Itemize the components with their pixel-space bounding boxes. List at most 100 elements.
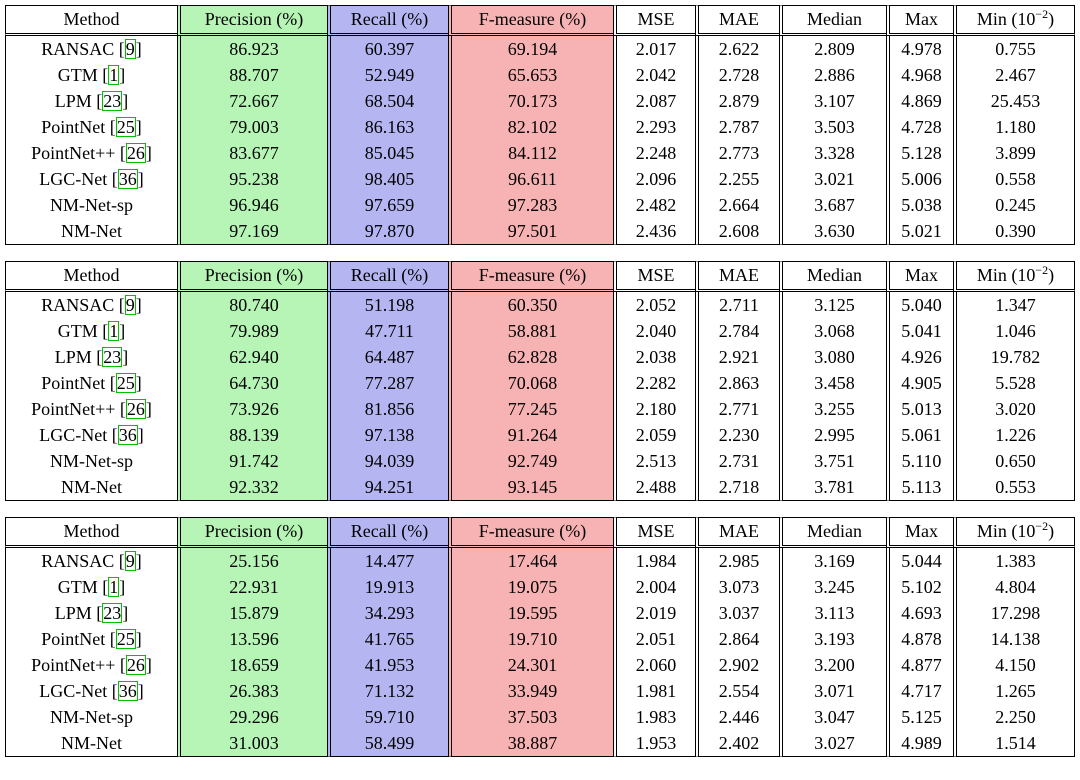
mae-cell: 3.037 [695,600,779,626]
mae-cell: 2.921 [695,344,779,370]
citation-link[interactable]: 1 [108,321,120,341]
precision-cell: 25.156 [177,548,327,574]
min-cell: 0.245 [953,192,1075,218]
max-cell: 4.978 [886,36,953,62]
citation-link[interactable]: 26 [125,143,146,163]
table-row: RANSAC [9] 80.740 51.198 60.350 2.052 2.711 3.… [5,292,1075,318]
header-precision: Precision (%) [177,5,327,36]
citation-link[interactable]: 36 [117,425,138,445]
method-cell: PointNet [25] [5,114,177,140]
header-mse: MSE [613,5,695,36]
citation-link[interactable]: 25 [115,117,136,137]
header-min-label: Min (10 [976,521,1036,541]
method-name: LGC-Net [39,425,108,445]
citation-link[interactable]: 9 [124,551,136,571]
header-min-close: ) [1048,265,1055,285]
method-cell: LPM [23] [5,344,177,370]
table-row: NM-Net-sp 29.296 59.710 37.503 1.983 2.446 3.0… [5,704,1075,730]
mae-cell: 2.879 [695,88,779,114]
header-mse: MSE [613,517,695,548]
f-measure-cell: 58.881 [448,318,613,344]
method-cell: PointNet++ [26] [5,140,177,166]
min-cell: 0.390 [953,218,1075,245]
citation-link[interactable]: 25 [115,373,136,393]
header-row: Method Precision (%) Recall (%) F-measure (… [5,261,1075,292]
table-row: PointNet [25] 64.730 77.287 70.068 2.282 2.86… [5,370,1075,396]
median-cell: 2.995 [779,422,886,448]
mse-cell: 2.436 [613,218,695,245]
mse-cell: 2.293 [613,114,695,140]
mse-cell: 2.019 [613,600,695,626]
mse-cell: 2.052 [613,292,695,318]
header-min-label: Min (10 [976,9,1036,29]
mse-cell: 2.017 [613,36,695,62]
method-cell: PointNet [25] [5,626,177,652]
f-measure-cell: 19.595 [448,600,613,626]
citation-link[interactable]: 36 [117,681,138,701]
precision-cell: 31.003 [177,730,327,757]
method-name: PointNet [41,117,106,137]
table-row: LPM [23] 62.940 64.487 62.828 2.038 2.921 3.08… [5,344,1075,370]
table-row: PointNet++ [26] 18.659 41.953 24.301 2.060 2.… [5,652,1075,678]
header-precision: Precision (%) [177,261,327,292]
mse-cell: 2.051 [613,626,695,652]
median-cell: 3.107 [779,88,886,114]
mse-cell: 2.513 [613,448,695,474]
mae-cell: 2.985 [695,548,779,574]
method-name: PointNet++ [31,143,116,163]
recall-cell: 77.287 [327,370,448,396]
method-cell: PointNet++ [26] [5,652,177,678]
header-method: Method [5,5,177,36]
median-cell: 3.068 [779,318,886,344]
min-cell: 1.046 [953,318,1075,344]
mse-cell: 1.981 [613,678,695,704]
citation-link[interactable]: 1 [108,577,120,597]
precision-cell: 92.332 [177,474,327,501]
citation-link[interactable]: 1 [108,65,120,85]
median-cell: 3.200 [779,652,886,678]
min-cell: 4.150 [953,652,1075,678]
table-row: NM-Net 92.332 94.251 93.145 2.488 2.718 3.781 5… [5,474,1075,501]
citation-link[interactable]: 23 [102,91,123,111]
max-cell: 5.044 [886,548,953,574]
mse-cell: 1.984 [613,548,695,574]
citation-link[interactable]: 26 [125,399,146,419]
mae-cell: 2.784 [695,318,779,344]
citation-link[interactable]: 25 [115,629,136,649]
header-min: Min (10−2) [953,5,1075,36]
recall-cell: 98.405 [327,166,448,192]
recall-cell: 59.710 [327,704,448,730]
citation-link[interactable]: 9 [124,295,136,315]
mae-cell: 2.255 [695,166,779,192]
header-median: Median [779,517,886,548]
median-cell: 3.503 [779,114,886,140]
mae-cell: 2.402 [695,730,779,757]
results-table-2: Method Precision (%) Recall (%) F-measure (… [5,261,1075,501]
f-measure-cell: 93.145 [448,474,613,501]
min-cell: 1.265 [953,678,1075,704]
recall-cell: 52.949 [327,62,448,88]
citation-link[interactable]: 26 [125,655,146,675]
header-mae: MAE [695,261,779,292]
mae-cell: 2.864 [695,626,779,652]
method-name: NM-Net [61,477,122,497]
table-row: LGC-Net [36] 26.383 71.132 33.949 1.981 2.554… [5,678,1075,704]
method-cell: GTM [1] [5,62,177,88]
results-table-1: Method Precision (%) Recall (%) F-measure (… [5,5,1075,245]
header-method: Method [5,517,177,548]
citation-link[interactable]: 36 [117,169,138,189]
min-cell: 2.467 [953,62,1075,88]
f-measure-cell: 82.102 [448,114,613,140]
citation-link[interactable]: 9 [124,39,136,59]
mse-cell: 1.953 [613,730,695,757]
f-measure-cell: 19.710 [448,626,613,652]
recall-cell: 64.487 [327,344,448,370]
median-cell: 3.071 [779,678,886,704]
header-f-measure: F-measure (%) [448,5,613,36]
header-min: Min (10−2) [953,261,1075,292]
f-measure-cell: 97.283 [448,192,613,218]
precision-cell: 26.383 [177,678,327,704]
citation-link[interactable]: 23 [102,603,123,623]
recall-cell: 58.499 [327,730,448,757]
citation-link[interactable]: 23 [102,347,123,367]
